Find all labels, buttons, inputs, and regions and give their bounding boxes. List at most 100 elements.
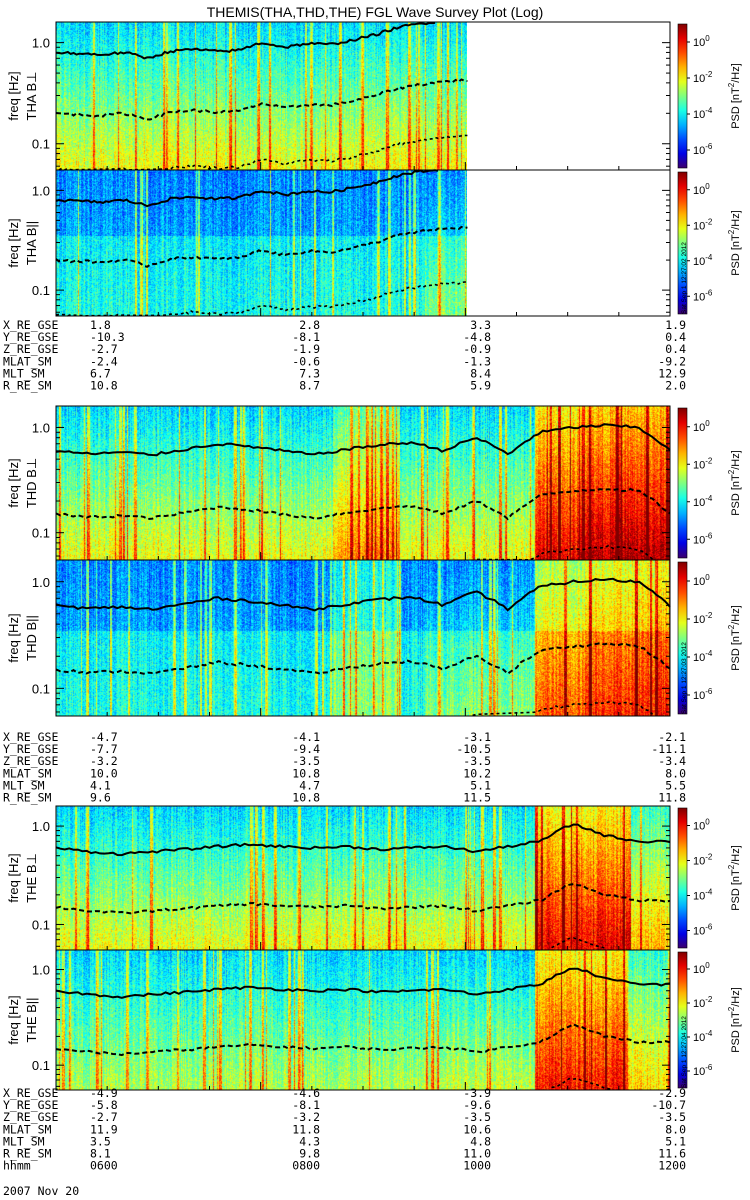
panel-thd-bperp: 1.0 0.1 THD B⊥freq [Hz] 100 10-2 10-4 10-6 PSD … [6, 405, 742, 561]
y-tick-label: 1.0 [32, 420, 50, 435]
ephemeris-row-name: Y_RE_GSE [3, 1098, 58, 1112]
y-tick-label: 0.1 [32, 283, 50, 298]
ephemeris-value: 4.7 [299, 778, 320, 792]
panel-label: THD B⊥ [24, 458, 39, 508]
colorbar-tick-label: 100 [693, 961, 710, 976]
colorbar-tick-label: 10-2 [693, 70, 713, 85]
colorbar-tick-label: 10-6 [693, 923, 713, 938]
ephemeris-value: 11.8 [658, 791, 686, 805]
ephemeris-value: 5.1 [665, 1134, 686, 1148]
ephemeris-value: 11.0 [463, 1147, 491, 1161]
ephemeris-value: -0.9 [463, 342, 491, 356]
ephemeris-value: 7.3 [299, 366, 320, 380]
ephemeris-row-name: Z_RE_GSE [3, 1110, 58, 1124]
panel-label: THA B|| [24, 221, 39, 265]
ephemeris-value: 12.9 [658, 366, 686, 380]
spectrogram-image [56, 950, 670, 1090]
ephemeris-value: 10.8 [90, 379, 118, 393]
colorbar-label: PSD [nT2/Hz] [727, 605, 742, 671]
ephemeris-value: 10.0 [90, 766, 118, 780]
y-tick-label: 0.1 [32, 681, 50, 696]
y-tick-label: 0.1 [32, 1058, 50, 1073]
ephemeris-row-name: MLAT_SM [3, 766, 52, 780]
ephemeris-value: -0.6 [292, 354, 320, 368]
ephemeris-row-name: MLAT_SM [3, 354, 52, 368]
ephemeris-value: 0.4 [665, 330, 686, 344]
colorbar-label: PSD [nT2/Hz] [727, 987, 742, 1053]
ephemeris-value: -2.9 [658, 1086, 686, 1100]
ephemeris-value: 1.9 [665, 318, 686, 332]
ephemeris-row-name: X_RE_GSE [3, 1086, 58, 1100]
ephemeris-value: 4.8 [470, 1134, 491, 1148]
fce-lower-dashed-line [58, 134, 468, 171]
ephemeris-value: 3.5 [90, 1134, 111, 1148]
fce-lower-dashed-line [476, 544, 653, 561]
panel-ylabel: freq [Hz] [6, 218, 21, 267]
colorbar [677, 807, 688, 949]
fce-quarter-dashed-line [55, 487, 671, 521]
fce-quarter-dashed-line [55, 225, 468, 268]
fce-solid-line [55, 577, 671, 612]
generation-timestamp: Sat Sep 1 12:27:02 2012 [681, 242, 688, 314]
y-tick-label: 1.0 [32, 963, 50, 978]
ephemeris-value: -2.7 [90, 1110, 118, 1124]
ephemeris-value: -3.1 [463, 730, 491, 744]
ephemeris-row-name: X_RE_GSE [3, 318, 58, 332]
ephemeris-value: 11.6 [658, 1147, 686, 1161]
colorbar-tick-label: 100 [693, 573, 710, 588]
ephemeris-value: -3.5 [463, 1110, 491, 1124]
colorbar [677, 407, 688, 559]
colorbar-tick-label: 10-6 [693, 142, 713, 157]
colorbar-label: PSD [nT2/Hz] [727, 63, 742, 129]
ephemeris-value: 1000 [463, 1159, 491, 1173]
ephemeris-value: -4.1 [292, 730, 320, 744]
panel-the-bpar: 1.0 0.1 THE B||freq [Hz] 100 10-2 10-4 10-6 PSD… [6, 949, 742, 1091]
ephemeris-row-name: R_RE_SM [3, 1147, 52, 1161]
ephemeris-value: -2.1 [658, 730, 686, 744]
fce-solid-line [55, 169, 439, 208]
ephemeris-row-name: R_RE_SM [3, 379, 52, 393]
ephemeris-value: -3.2 [292, 1110, 320, 1124]
spectrogram-image [56, 560, 670, 716]
ephemeris-value: 11.8 [292, 1122, 320, 1136]
fce-quarter-dashed-line [55, 78, 468, 121]
colorbar [677, 23, 688, 169]
ephemeris-row-name: R_RE_SM [3, 791, 52, 805]
ephemeris-value: 2.8 [299, 318, 320, 332]
ephemeris-value: 11.5 [463, 791, 491, 805]
colorbar [677, 171, 688, 315]
panel-ylabel: freq [Hz] [6, 71, 21, 120]
ephemeris-row-name: MLT_SM [3, 778, 45, 792]
ephemeris-value: -4.7 [90, 730, 118, 744]
colorbar-tick-label: 10-6 [693, 531, 713, 546]
colorbar-tick-label: 100 [693, 818, 710, 833]
ephemeris-value: -3.9 [463, 1086, 491, 1100]
colorbar-tick-label: 10-4 [693, 888, 713, 903]
ephemeris-value: -1.3 [463, 354, 491, 368]
ephemeris-value: 9.8 [299, 1147, 320, 1161]
panel-label: THE B|| [24, 997, 39, 1042]
y-tick-label: 1.0 [32, 819, 50, 834]
ephemeris-value: 10.6 [463, 1122, 491, 1136]
ephemeris-value: -3.4 [658, 754, 686, 768]
colorbar-tick-label: 10-4 [693, 649, 713, 664]
fce-solid-line [55, 967, 671, 999]
colorbar-tick-label: 10-6 [693, 1063, 713, 1078]
ephemeris-row-name: hhmm [3, 1159, 31, 1173]
panel-tha-bpar: 1.0 0.1 THA B||freq [Hz] 100 10-2 10-4 10-6 PSD… [6, 169, 742, 317]
panel-ylabel: freq [Hz] [6, 995, 21, 1044]
ephemeris-value: 8.0 [665, 766, 686, 780]
ephemeris-value: 5.1 [470, 778, 491, 792]
ephemeris-tha: X_RE_GSE 1.8 2.8 3.3 1.9 Y_RE_GSE -10.3 -8.1 -4.… [3, 318, 686, 393]
colorbar-tick-label: 10-4 [693, 106, 713, 121]
ephemeris-value: -4.8 [463, 330, 491, 344]
ephemeris-row-name: Z_RE_GSE [3, 754, 58, 768]
ephemeris-value: -7.7 [90, 742, 118, 756]
ephemeris-value: -2.4 [90, 354, 118, 368]
ephemeris-value: -9.4 [292, 742, 320, 756]
y-tick-label: 0.1 [32, 917, 50, 932]
date-label: 2007 Nov 20 [3, 1184, 79, 1198]
figure-title: THEMIS(THA,THD,THE) FGL Wave Survey Plot… [207, 4, 544, 20]
panel-the-bperp: 1.0 0.1 THE B⊥freq [Hz] 100 10-2 10-4 10-6 PSD … [6, 805, 742, 951]
